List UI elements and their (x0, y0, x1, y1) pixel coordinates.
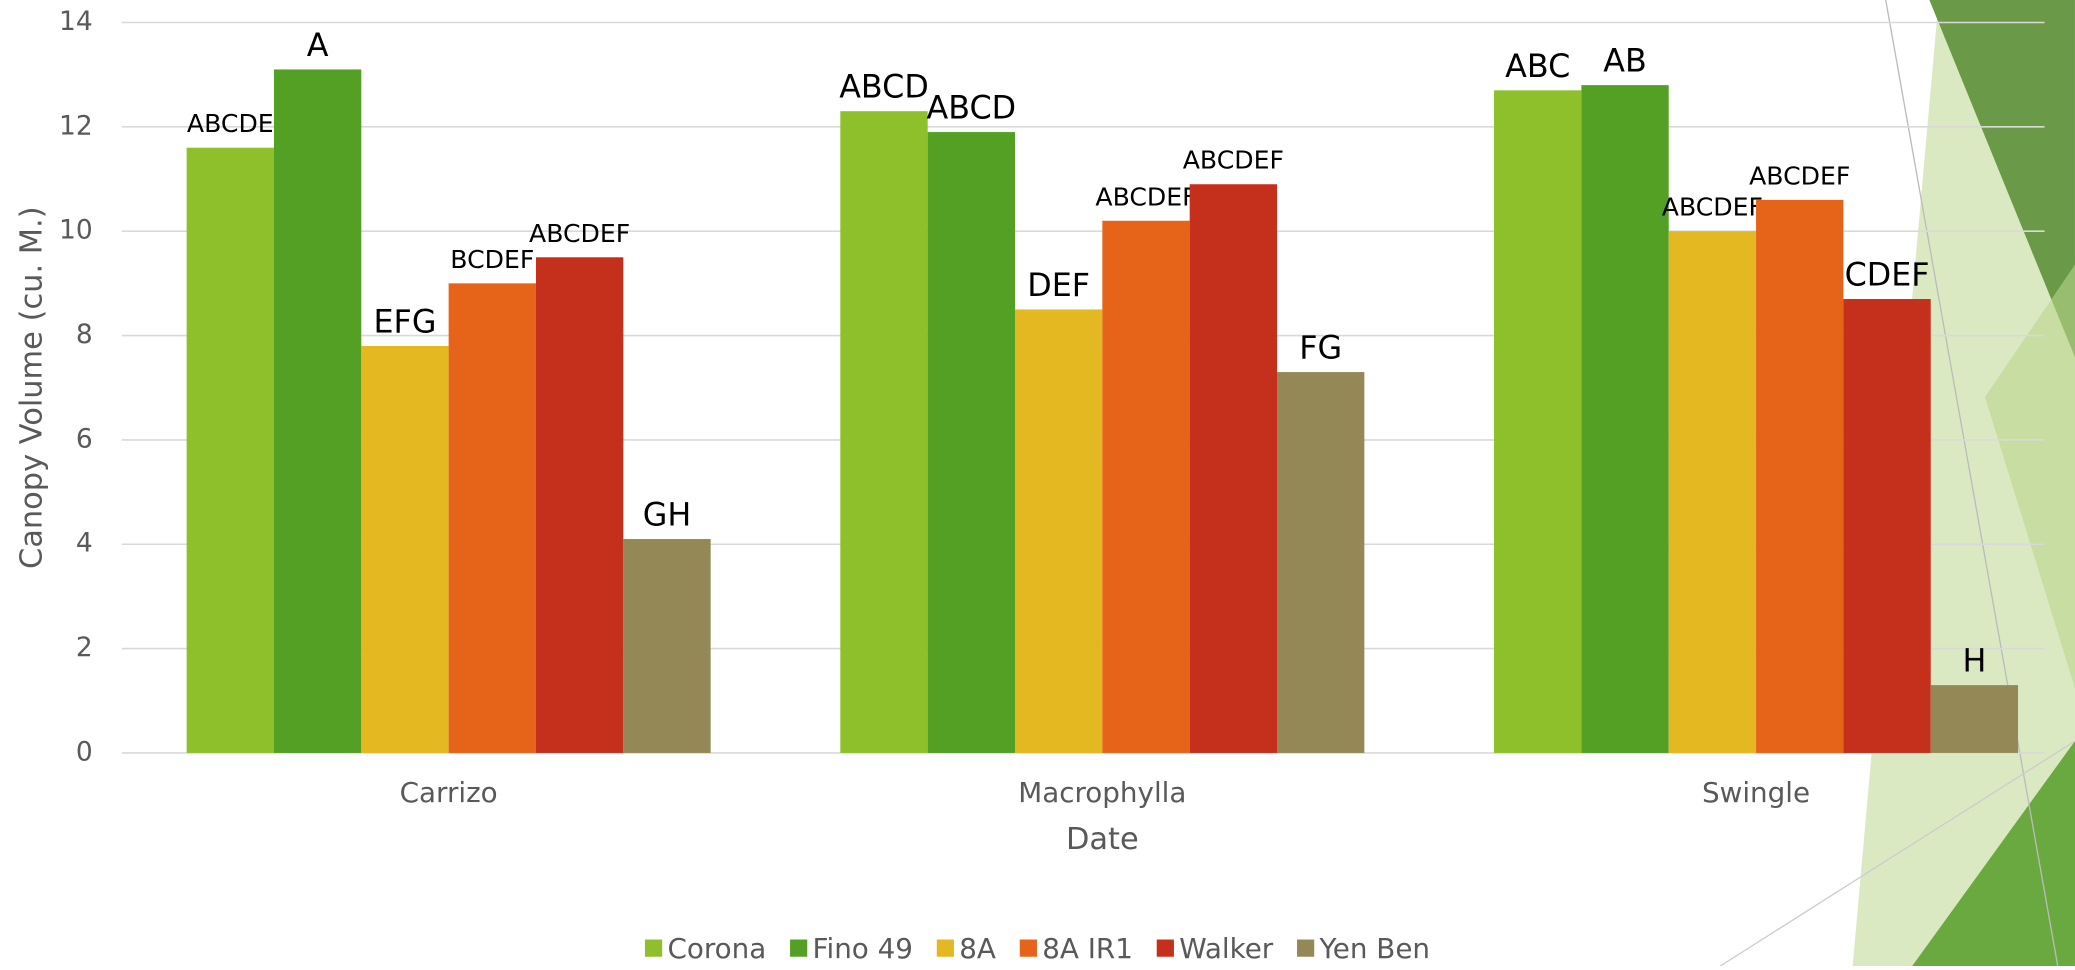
data-label: ABCDEF (1749, 161, 1850, 190)
bar (273, 69, 362, 753)
bar (1189, 184, 1278, 753)
legend-label: Walker (1179, 932, 1274, 965)
x-tick-label: Swingle (1702, 776, 1810, 809)
bar (186, 147, 274, 753)
data-label: ABCDEF (529, 219, 630, 248)
y-tick-label: 0 (76, 736, 93, 767)
data-label: A (307, 28, 329, 64)
y-tick-label: 6 (76, 423, 93, 454)
data-label: ABCDEF (1662, 193, 1763, 222)
legend-label: 8A (959, 932, 996, 965)
data-label: ABCDEF (1183, 146, 1284, 175)
legend-swatch (644, 939, 663, 957)
legend-swatch (1019, 939, 1037, 957)
data-label: FG (1299, 331, 1342, 367)
data-label: ABCD (839, 70, 929, 106)
data-label: ABCD (927, 91, 1017, 127)
y-tick-label: 10 (59, 215, 93, 246)
data-label: EFG (373, 304, 436, 340)
y-tick-label: 8 (76, 319, 93, 350)
legend-swatch (1156, 939, 1174, 957)
bar (1494, 90, 1582, 753)
bar (1277, 372, 1365, 753)
x-tick-label: Carrizo (400, 776, 498, 809)
data-label: H (1962, 644, 1986, 680)
legend-swatch (1297, 939, 1315, 957)
bar (1756, 199, 1844, 753)
bar (1581, 85, 1669, 753)
legend-label: Corona (667, 932, 766, 965)
x-axis-title: Date (1066, 822, 1139, 857)
bar (448, 283, 536, 753)
legend-label: Fino 49 (813, 932, 913, 965)
y-tick-label: 14 (59, 6, 93, 37)
y-axis-title: Canopy Volume (cu. M.) (15, 206, 50, 569)
legend-label: 8A IR1 (1042, 932, 1133, 965)
data-label: AB (1603, 44, 1647, 80)
bar (1668, 231, 1757, 753)
data-label: DEF (1027, 268, 1090, 304)
y-tick-label: 12 (59, 110, 93, 141)
data-label: GH (643, 498, 691, 534)
y-tick-label: 4 (76, 528, 93, 559)
bar (1102, 220, 1190, 753)
data-label: BCDEF (450, 245, 534, 274)
legend-swatch (936, 939, 954, 957)
data-label: ABC (1505, 49, 1570, 85)
x-tick-label: Macrophylla (1018, 776, 1186, 809)
bar (535, 257, 624, 753)
bar (927, 132, 1016, 753)
y-tick-label: 2 (76, 632, 93, 663)
bar (1930, 685, 2019, 753)
bar (623, 539, 711, 753)
bar (840, 111, 928, 753)
bar (361, 345, 449, 753)
data-label: ABCDEF (1095, 182, 1196, 211)
bar (1843, 299, 1931, 753)
legend-swatch (790, 939, 808, 957)
data-label: CDEF (1845, 258, 1930, 294)
legend-label: Yen Ben (1319, 932, 1431, 965)
bar (1015, 309, 1103, 753)
data-label: ABCDE (187, 109, 274, 138)
